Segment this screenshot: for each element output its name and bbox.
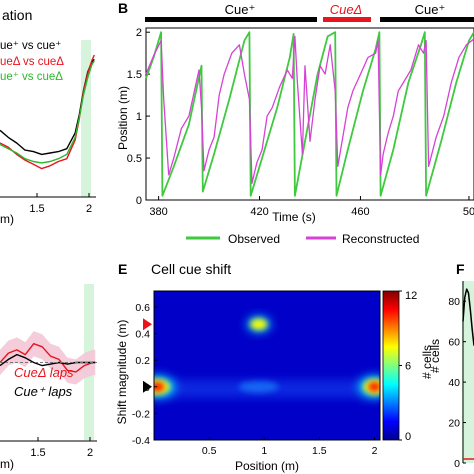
cue-delta-bar bbox=[323, 17, 371, 22]
panel-f-highlight bbox=[462, 281, 474, 463]
cue-plus-bar-2 bbox=[380, 17, 474, 22]
panel-a-xlabel: m) bbox=[0, 212, 14, 226]
panel-a-legend-2: ueΔ vs cueΔ bbox=[0, 56, 64, 68]
panel-a-title: ation bbox=[2, 7, 32, 23]
panel-e-x-tick-label: 1.5 bbox=[312, 445, 327, 457]
panel-b-frame bbox=[145, 27, 474, 201]
colorbar-label: # cells bbox=[420, 345, 434, 379]
panel-a-legend-3: ue⁺ vs cueΔ bbox=[0, 71, 63, 83]
panel-a-highlight bbox=[81, 40, 91, 197]
heatmap-frame bbox=[153, 290, 381, 441]
panel-e-y-tick-label: 0.4 bbox=[135, 329, 150, 341]
panel-f-label: F bbox=[456, 261, 465, 277]
heatmap-blob-mid bbox=[250, 318, 268, 330]
panel-d-xlabel: m) bbox=[0, 457, 14, 471]
panel-e-ylabel: Shift magnitude (m) bbox=[115, 320, 129, 425]
panel-d: 1.5 2 m) CueΔ laps Cue⁺ laps bbox=[0, 284, 97, 471]
colorbar-tick-label: 6 bbox=[405, 361, 411, 373]
panel-f-y-tick-label: 20 bbox=[448, 418, 460, 430]
panel-b-y-tick-label: 2 bbox=[136, 27, 142, 39]
panel-f-distribution-line bbox=[462, 288, 474, 346]
panel-e-label: E bbox=[118, 261, 127, 277]
panel-a: ation 1.5 2 m) ue⁺ vs cue⁺ ueΔ vs cueΔ u… bbox=[0, 7, 96, 226]
panel-f-y-tick-label: 60 bbox=[448, 337, 460, 349]
panel-a-series-3 bbox=[0, 60, 95, 164]
panel-b-label: B bbox=[118, 0, 128, 16]
panel-b-y-tick-label: 1.5 bbox=[127, 69, 142, 81]
panel-e-title: Cell cue shift bbox=[151, 261, 231, 277]
panel-e-y-tick-label: -0.4 bbox=[132, 435, 150, 447]
cue-plus-bar-1 bbox=[145, 17, 317, 22]
panel-d-tick-label: 1.5 bbox=[30, 447, 45, 459]
panel-f-y-tick-label: 0 bbox=[454, 458, 460, 470]
panel-d-series-2 bbox=[0, 353, 96, 367]
panel-e-x-tick-label: 0.5 bbox=[202, 445, 217, 457]
panel-b: B Cue⁺ CueΔ Cue⁺ 0 0.5 1 1.5 2 380 420 460 50 Ti… bbox=[116, 0, 474, 246]
panel-e-x-tick-label: 2 bbox=[372, 445, 378, 457]
panel-b-x-tick-label: 460 bbox=[351, 206, 369, 218]
cue-plus-label-2: Cue⁺ bbox=[415, 2, 446, 17]
colorbar-tick-label: 12 bbox=[405, 290, 417, 302]
panel-b-x-tick-label: 50 bbox=[463, 206, 474, 218]
panel-e: E Cell cue shift -0.4 -0.2 0 0.2 0.4 0.6 0.5 1 1… bbox=[115, 261, 434, 473]
shift-marker-black bbox=[143, 380, 152, 393]
panel-d-annot-plus: Cue⁺ laps bbox=[14, 384, 73, 399]
panel-e-y-tick-label: 0.6 bbox=[135, 302, 150, 314]
panel-d-annot-delta: CueΔ laps bbox=[14, 365, 74, 380]
panel-b-ylabel: Position (m) bbox=[116, 86, 130, 150]
panel-a-tick-label: 1.5 bbox=[29, 203, 44, 215]
panel-b-xlabel: Time (s) bbox=[272, 210, 316, 224]
shift-marker-red bbox=[143, 318, 152, 331]
panel-e-y-tick-label: -0.2 bbox=[132, 408, 150, 420]
panel-f-y-tick-label: 80 bbox=[448, 296, 460, 308]
colorbar bbox=[382, 290, 400, 441]
panel-d-tick-label: 2 bbox=[87, 447, 93, 459]
panel-a-series-2 bbox=[0, 54, 95, 170]
legend-observed-label: Observed bbox=[228, 232, 280, 246]
panel-b-y-tick-label: 0.5 bbox=[127, 153, 142, 165]
heatmap-blob-core bbox=[154, 381, 165, 392]
heatmap-background bbox=[154, 291, 380, 440]
panel-b-x-tick-label: 420 bbox=[250, 206, 268, 218]
panel-e-xlabel: Position (m) bbox=[235, 459, 299, 473]
cue-plus-label-1: Cue⁺ bbox=[225, 2, 256, 17]
heatmap-blob-faint bbox=[238, 380, 279, 393]
legend-reconstructed-label: Reconstructed bbox=[342, 232, 419, 246]
observed-line bbox=[145, 31, 474, 197]
panel-f: F 0 20 40 60 80 # cells bbox=[428, 261, 474, 470]
panel-f-y-tick-label: 40 bbox=[448, 377, 460, 389]
panel-e-y-tick-label: 0.2 bbox=[135, 355, 150, 367]
colorbar-tick-label: 0 bbox=[405, 431, 411, 443]
panel-d-series-1 bbox=[0, 343, 96, 373]
panel-a-tick-label: 2 bbox=[86, 203, 92, 215]
panel-a-legend-1: ue⁺ vs cue⁺ bbox=[0, 40, 61, 52]
panel-e-x-tick-label: 1 bbox=[261, 445, 267, 457]
heatmap-blob-core bbox=[368, 381, 380, 392]
panel-b-y-tick-label: 1 bbox=[136, 111, 142, 123]
reconstructed-line bbox=[145, 35, 474, 184]
panel-b-x-tick-label: 380 bbox=[149, 206, 167, 218]
cue-delta-label: CueΔ bbox=[330, 2, 363, 17]
panel-f-ylabel: # cells bbox=[428, 339, 442, 373]
panel-b-y-tick-label: 0 bbox=[136, 195, 142, 207]
